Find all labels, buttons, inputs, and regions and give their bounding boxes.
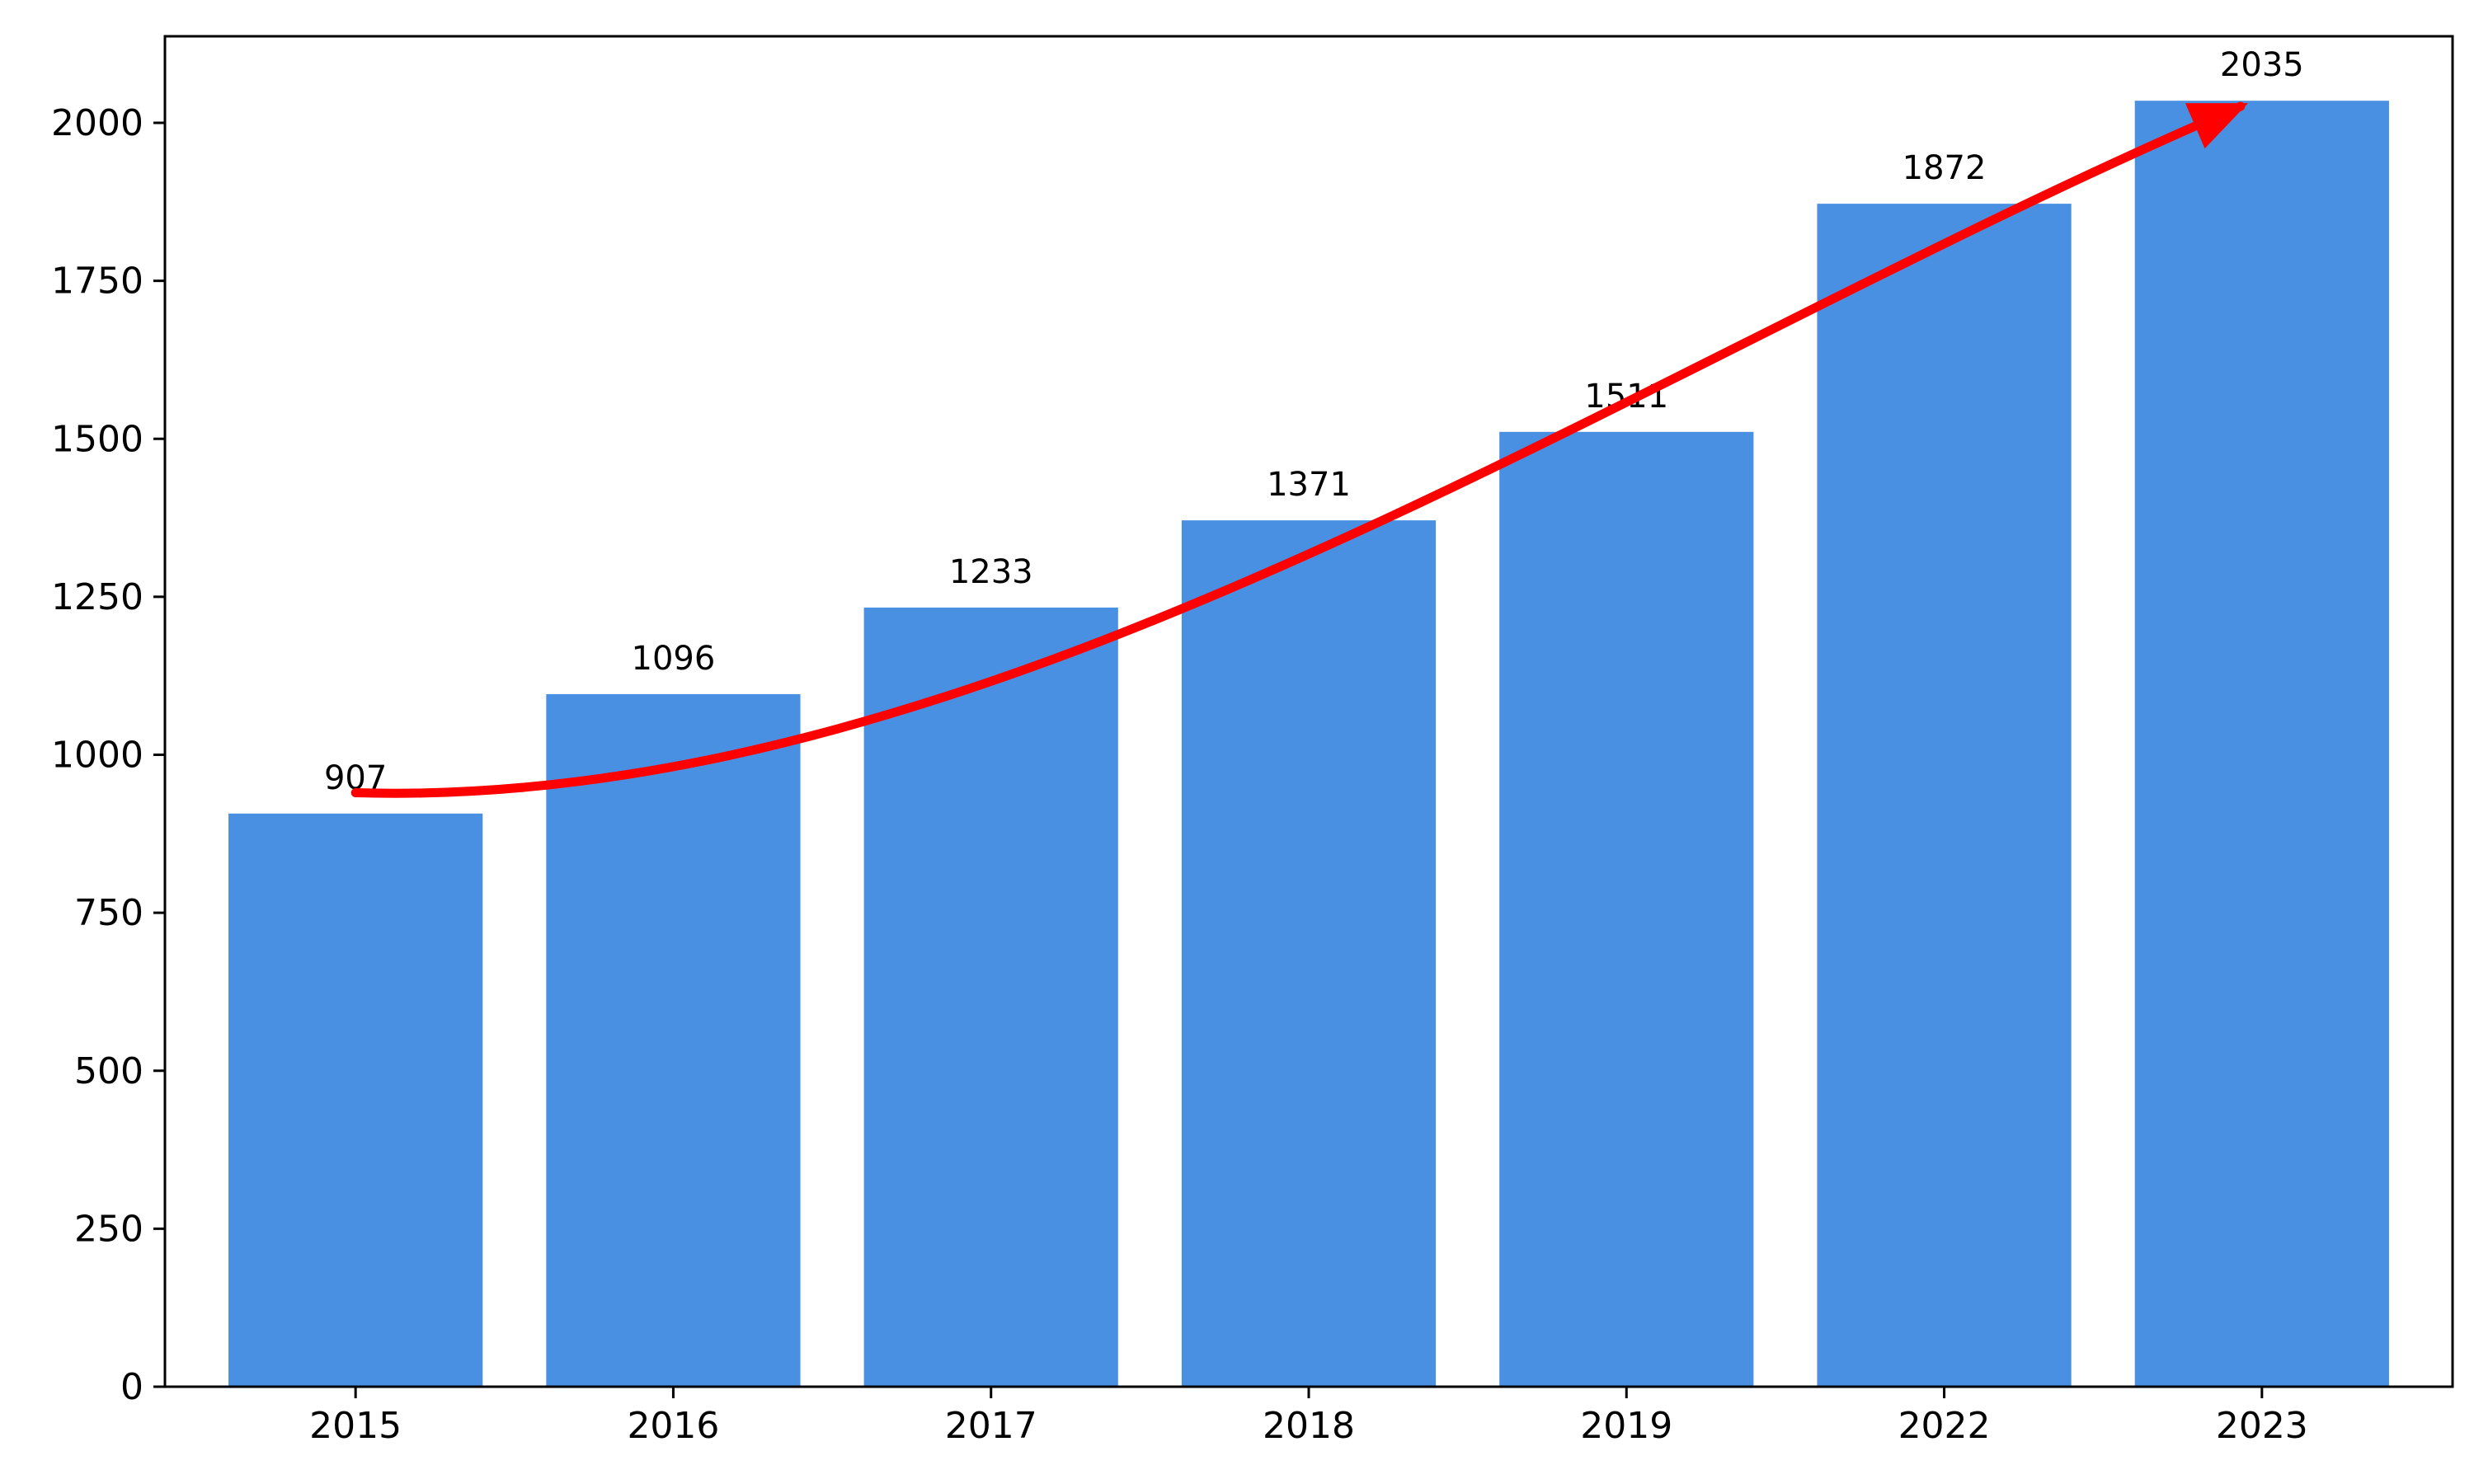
axes-layer: 0 250 500 750 1000 1250 1500 1750 2000 2015 2016 20… [51, 35, 2454, 1447]
bar-2023 [2134, 101, 2389, 1387]
x-tick-label-2023: 2023 [2216, 1405, 2308, 1447]
bar-2015 [228, 813, 483, 1387]
bar-2016 [546, 693, 801, 1387]
bar-2022 [1817, 204, 2072, 1387]
data-label-2018: 1371 [1267, 466, 1351, 504]
y-tick-label-1750: 1750 [51, 261, 143, 303]
data-label-2017: 1233 [949, 553, 1033, 591]
x-tick-label-2019: 2019 [1580, 1405, 1672, 1447]
y-tick-label-500: 500 [74, 1050, 143, 1092]
y-tick-label-2000: 2000 [51, 102, 143, 144]
trend-arrow [350, 101, 2249, 798]
data-label-2016: 1096 [632, 640, 716, 678]
annotation-layer [350, 101, 2249, 798]
data-label-2022: 1872 [1903, 149, 1987, 187]
bar-2018 [1181, 520, 1437, 1387]
y-tick-label-750: 750 [74, 892, 143, 934]
bars-layer [228, 101, 2389, 1387]
x-tick-label-2015: 2015 [309, 1405, 402, 1447]
data-label-2023: 2035 [2220, 46, 2304, 84]
bar-2017 [863, 607, 1118, 1387]
bar-2019 [1499, 431, 1754, 1387]
x-tick-label-2017: 2017 [945, 1405, 1037, 1447]
y-tick-label-1250: 1250 [51, 576, 143, 618]
y-tick-label-1500: 1500 [51, 418, 143, 460]
x-tick-label-2018: 2018 [1263, 1405, 1355, 1447]
y-tick-label-0: 0 [120, 1366, 143, 1408]
x-tick-label-2022: 2022 [1898, 1405, 1991, 1447]
x-tick-label-2016: 2016 [627, 1405, 719, 1447]
y-tick-label-250: 250 [74, 1208, 143, 1250]
y-tick-label-1000: 1000 [51, 735, 143, 777]
